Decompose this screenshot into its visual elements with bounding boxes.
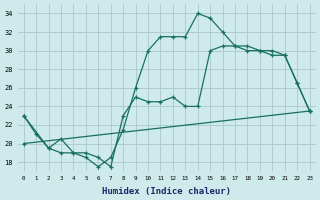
X-axis label: Humidex (Indice chaleur): Humidex (Indice chaleur) (102, 187, 231, 196)
